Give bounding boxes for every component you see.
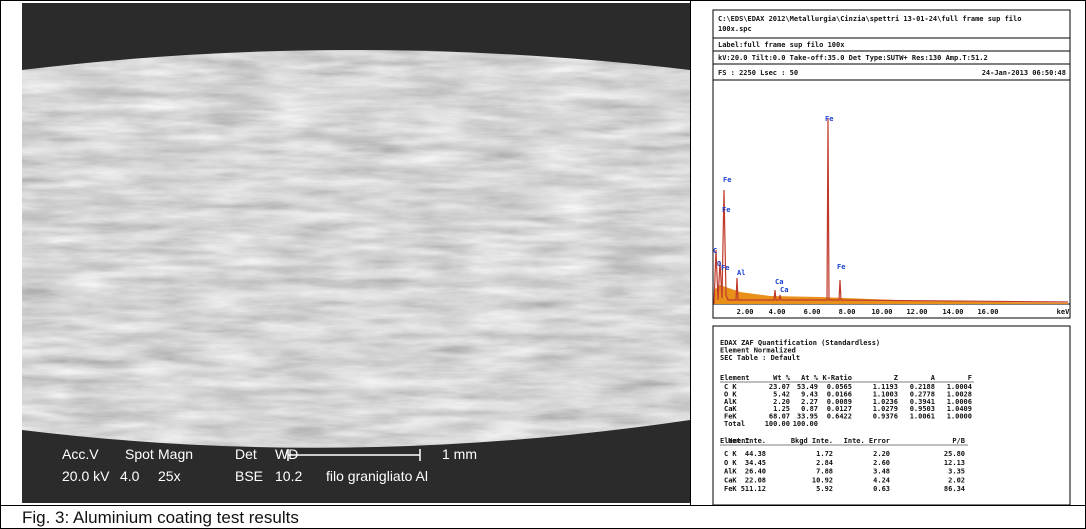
table-header: F [968, 374, 972, 382]
table-cell: CaK [724, 476, 737, 484]
table-header: Bkgd Inte. [791, 437, 833, 445]
table-cell: 44.38 [745, 450, 766, 458]
table-cell: 1.0061 [910, 413, 935, 421]
quant-title: SEC Table : Default [720, 354, 800, 362]
peak-label: Al [737, 269, 745, 277]
peak-label: Ca [780, 286, 788, 294]
table-cell: 0.6422 [827, 413, 852, 421]
fs-info: FS : 2250 Lsec : 50 [718, 69, 798, 77]
table-cell: 1.72 [816, 450, 833, 458]
sem-label: Spot [125, 446, 154, 462]
table-header: K-Ratio [822, 374, 852, 382]
peak-label: Fe [825, 115, 833, 123]
table-cell: 25.80 [944, 450, 965, 458]
sem-texture [22, 3, 690, 503]
x-tick-label: 12.00 [906, 308, 927, 316]
sem-label: Acc.V [62, 446, 99, 462]
table-cell: 4.24 [873, 476, 890, 484]
sem-value: 4.0 [120, 468, 140, 484]
table-cell: 100.00 [793, 420, 818, 428]
file-path: C:\EDS\EDAX 2012\Metallurgia\Cinzia\spet… [718, 15, 1021, 23]
sem-sample: filo granigliato Al [326, 468, 428, 484]
sem-wire [22, 3, 690, 503]
x-tick-label: 4.00 [769, 308, 786, 316]
acq-date: 24-Jan-2013 06:50:48 [982, 69, 1066, 77]
x-tick-label: keV [1057, 308, 1070, 316]
table-cell: FeK [724, 485, 737, 493]
scale-label: 1 mm [442, 446, 477, 462]
table-header: P/B [952, 437, 965, 445]
peak-label: Fe [722, 206, 730, 214]
table-cell: 3.48 [873, 468, 890, 476]
acq-params: kV:20.0 Tilt:0.0 Take-off:35.0 Det Type:… [718, 54, 988, 62]
spectrum-line [714, 118, 1068, 304]
table-cell: 2.84 [816, 459, 833, 467]
sem-value: 10.2 [275, 468, 302, 484]
x-tick-label: 8.00 [839, 308, 856, 316]
peak-label: C [713, 247, 717, 255]
table-cell: 5.92 [816, 485, 833, 493]
table-cell: 0.63 [873, 485, 890, 493]
table-cell: C K [724, 450, 737, 458]
table-cell: 100.00 [765, 420, 790, 428]
table-header: A [931, 374, 936, 382]
table-cell: 86.34 [944, 485, 965, 493]
peak-label: Fe [721, 264, 729, 272]
table-header: Inte. Error [844, 437, 890, 445]
x-tick-label: 6.00 [804, 308, 821, 316]
table-cell: 22.08 [745, 476, 766, 484]
table-header: Net Inte. [728, 437, 766, 445]
table-cell: 34.45 [745, 459, 766, 467]
sem-value: 25x [158, 468, 181, 484]
table-cell: 2.02 [948, 476, 965, 484]
table-cell: AlK [724, 468, 737, 476]
table-cell: 26.40 [745, 468, 766, 476]
figure: Fig. 3: Aluminium coating test results A… [0, 0, 1086, 529]
x-tick-label: 10.00 [871, 308, 892, 316]
table-header: At % [801, 374, 819, 382]
table-cell: 0.9376 [873, 413, 898, 421]
peak-label: Fe [837, 263, 845, 271]
table-cell: 1.0000 [947, 413, 972, 421]
file-path: 100x.spc [718, 25, 752, 33]
spectrum-label: Label:full frame sup filo 100x [718, 41, 845, 49]
table-cell: 2.20 [873, 450, 890, 458]
x-tick-label: 16.00 [977, 308, 998, 316]
sem-label: Magn [158, 446, 193, 462]
table-header: Wt % [773, 374, 791, 382]
x-tick-label: 2.00 [737, 308, 754, 316]
sem-value: BSE [235, 468, 263, 484]
sem-label: Det [235, 446, 257, 462]
sem-value: 20.0 kV [62, 468, 110, 484]
table-header: Z [894, 374, 898, 382]
table-cell: 10.92 [812, 476, 833, 484]
table-cell: 12.13 [944, 459, 965, 467]
sem-label: WD [275, 446, 298, 462]
table-cell: Total [724, 420, 745, 428]
peak-label: Ca [775, 278, 783, 286]
table-cell: 7.88 [816, 468, 833, 476]
table-cell: 511.12 [741, 485, 766, 493]
table-cell: 2.60 [873, 459, 890, 467]
caption: Fig. 3: Aluminium coating test results [22, 508, 299, 527]
table-cell: O K [724, 459, 737, 467]
x-tick-label: 14.00 [942, 308, 963, 316]
table-cell: 3.35 [948, 468, 965, 476]
table-header: Element [720, 374, 750, 382]
peak-label: Fe [723, 176, 731, 184]
